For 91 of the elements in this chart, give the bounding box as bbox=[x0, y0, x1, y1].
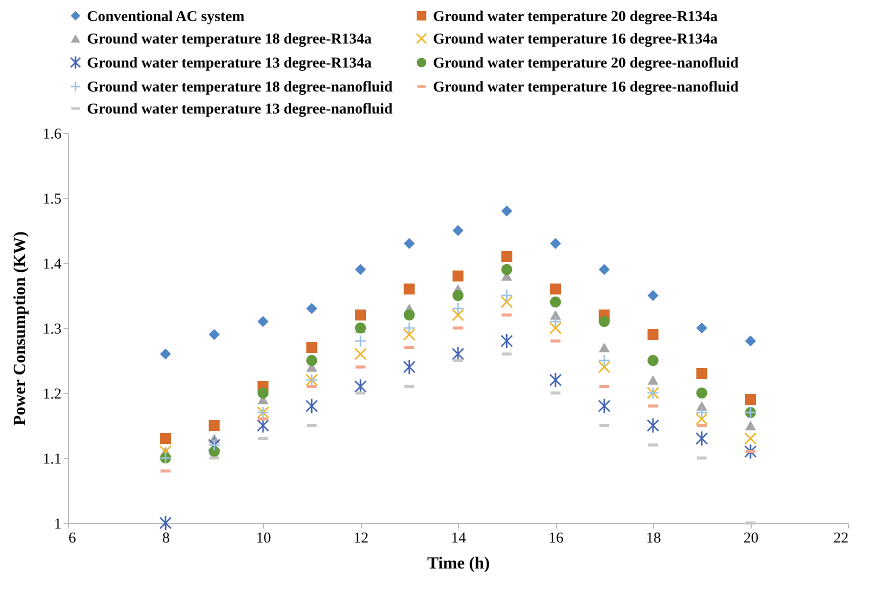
point bbox=[258, 316, 268, 327]
point bbox=[403, 322, 416, 334]
point bbox=[500, 333, 513, 349]
point bbox=[404, 310, 415, 320]
legend-label: Ground water temperature 18 degree-nanofluid bbox=[87, 80, 394, 96]
point bbox=[648, 375, 658, 385]
point bbox=[256, 418, 270, 434]
y-tick-label: 1.1 bbox=[42, 452, 62, 468]
point bbox=[744, 432, 757, 445]
point bbox=[452, 346, 464, 362]
y-tick-label: 1.3 bbox=[42, 322, 62, 338]
point bbox=[696, 388, 708, 398]
point bbox=[208, 420, 220, 431]
point bbox=[159, 515, 172, 531]
point bbox=[160, 348, 171, 360]
point bbox=[550, 284, 561, 294]
point bbox=[696, 406, 708, 419]
point bbox=[744, 444, 757, 460]
point bbox=[696, 322, 708, 334]
point bbox=[354, 348, 367, 360]
y-tick-label: 1 bbox=[54, 516, 62, 532]
point bbox=[160, 433, 171, 444]
point bbox=[258, 388, 268, 398]
point bbox=[745, 420, 756, 430]
x-tick-label: 8 bbox=[162, 530, 170, 546]
point bbox=[696, 368, 708, 379]
point bbox=[598, 342, 610, 352]
x-tick-label: 12 bbox=[354, 530, 368, 546]
x-tick-label: 10 bbox=[256, 530, 271, 546]
legend-label: Ground water temperature 20 degree-R134a bbox=[433, 8, 718, 25]
point bbox=[452, 290, 464, 301]
point bbox=[306, 342, 318, 353]
y-tick-label: 1.2 bbox=[42, 386, 62, 402]
point bbox=[306, 398, 318, 414]
legend-label: Ground water temperature 18 degree-R134a bbox=[87, 32, 372, 48]
point bbox=[501, 251, 512, 262]
point bbox=[598, 264, 610, 275]
point bbox=[354, 378, 367, 394]
point bbox=[598, 360, 610, 374]
point bbox=[500, 296, 513, 308]
point bbox=[648, 290, 658, 301]
point bbox=[452, 270, 464, 282]
x-tick-label: 16 bbox=[548, 530, 564, 546]
x-tick-label: 14 bbox=[451, 530, 466, 546]
point bbox=[696, 430, 708, 446]
legend-label: Ground water temperature 20 degree-nanofluid bbox=[433, 56, 740, 72]
point bbox=[452, 308, 464, 322]
point bbox=[355, 264, 366, 275]
point bbox=[500, 289, 513, 302]
point bbox=[648, 355, 658, 366]
legend-label: Conventional AC system bbox=[87, 8, 246, 25]
x-tick-label: 22 bbox=[834, 530, 848, 546]
point bbox=[550, 296, 561, 308]
point bbox=[403, 328, 416, 341]
legend-label: Ground water temperature 16 degree-nanofluid bbox=[433, 80, 740, 96]
point bbox=[549, 322, 562, 334]
point bbox=[208, 329, 220, 340]
legend-label: Ground water temperature 13 degree-nanofluid bbox=[87, 102, 394, 118]
y-tick-label: 1.6 bbox=[42, 126, 62, 142]
point bbox=[745, 336, 756, 346]
point bbox=[598, 316, 610, 327]
point bbox=[549, 315, 562, 328]
point bbox=[452, 225, 464, 236]
point bbox=[452, 302, 464, 315]
point bbox=[696, 412, 708, 426]
legend-label: Ground water temperature 13 degree-R134a bbox=[87, 56, 372, 72]
y-axis-title: Power Consumption (KW) bbox=[10, 231, 29, 426]
x-axis-title: Time (h) bbox=[427, 554, 490, 572]
point bbox=[404, 238, 415, 249]
point bbox=[598, 398, 610, 414]
point bbox=[208, 446, 220, 457]
y-tick-label: 1.4 bbox=[42, 256, 62, 272]
x-tick-label: 18 bbox=[646, 530, 661, 546]
point bbox=[306, 303, 318, 314]
x-tick-label: 6 bbox=[68, 530, 76, 546]
point bbox=[404, 284, 415, 294]
point bbox=[501, 206, 512, 216]
legend-label: Ground water temperature 16 degree-R134a bbox=[433, 32, 718, 48]
point bbox=[306, 355, 318, 366]
point bbox=[646, 418, 660, 434]
x-tick-label: 20 bbox=[744, 530, 758, 546]
point bbox=[550, 238, 561, 249]
point bbox=[501, 264, 512, 275]
point bbox=[354, 334, 367, 348]
point bbox=[648, 329, 658, 340]
point bbox=[403, 359, 416, 375]
point bbox=[355, 310, 366, 320]
point bbox=[549, 372, 562, 388]
y-tick-label: 1.5 bbox=[42, 192, 62, 208]
point bbox=[598, 354, 610, 367]
point bbox=[745, 394, 756, 405]
